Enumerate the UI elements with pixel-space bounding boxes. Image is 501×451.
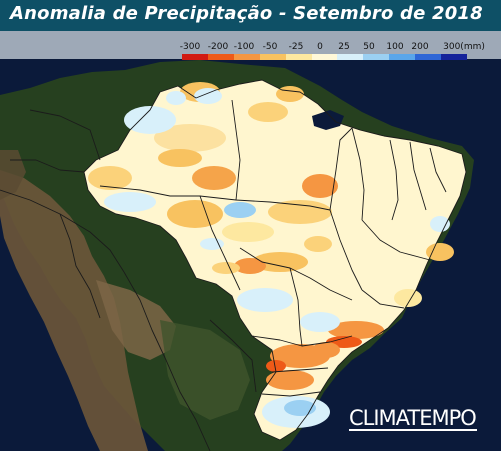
legend-swatch (337, 54, 364, 60)
legend-swatch (207, 54, 234, 60)
legend-swatch (182, 54, 208, 60)
legend-label: 0 (317, 42, 323, 52)
legend-label: -100 (233, 42, 255, 52)
dry-anomaly-patches (88, 82, 454, 390)
legend-label: -50 (262, 42, 278, 52)
wet-anomaly-patches (104, 88, 450, 428)
title-bar: Anomalia de Precipitação - Setembro de 2… (0, 0, 501, 31)
legend-label: -200 (207, 42, 229, 52)
altiplano-region (96, 280, 176, 360)
northwest-coast (0, 150, 26, 200)
legend-label: 50 (363, 42, 375, 52)
legend-label: -300 (179, 42, 201, 52)
legend-swatch (311, 54, 338, 60)
andes-region (0, 170, 148, 451)
legend-labels: -300 -200 -100 -50 -25 0 25 50 100 200 3… (179, 42, 487, 54)
legend-color-scale (182, 54, 467, 60)
marajo-island (312, 110, 344, 130)
legend-label: 300(mm) (443, 42, 485, 52)
legend-swatch (259, 54, 286, 60)
legend-swatch (441, 54, 467, 60)
legend-label: -25 (288, 42, 304, 52)
chaco-region (160, 320, 250, 420)
legend-swatch (233, 54, 260, 60)
legend-label: 200 (411, 42, 429, 52)
legend-swatch (363, 54, 390, 60)
legend-swatch (415, 54, 442, 60)
legend-swatch (389, 54, 416, 60)
map-title: Anomalia de Precipitação - Setembro de 2… (10, 3, 483, 24)
climatempo-logo: CLIMATEMPO (349, 406, 477, 430)
legend-label: 25 (338, 42, 350, 52)
legend-label: 100 (386, 42, 404, 52)
political-borders (0, 79, 467, 451)
logo-underline (349, 429, 477, 431)
legend-swatch (285, 54, 312, 60)
